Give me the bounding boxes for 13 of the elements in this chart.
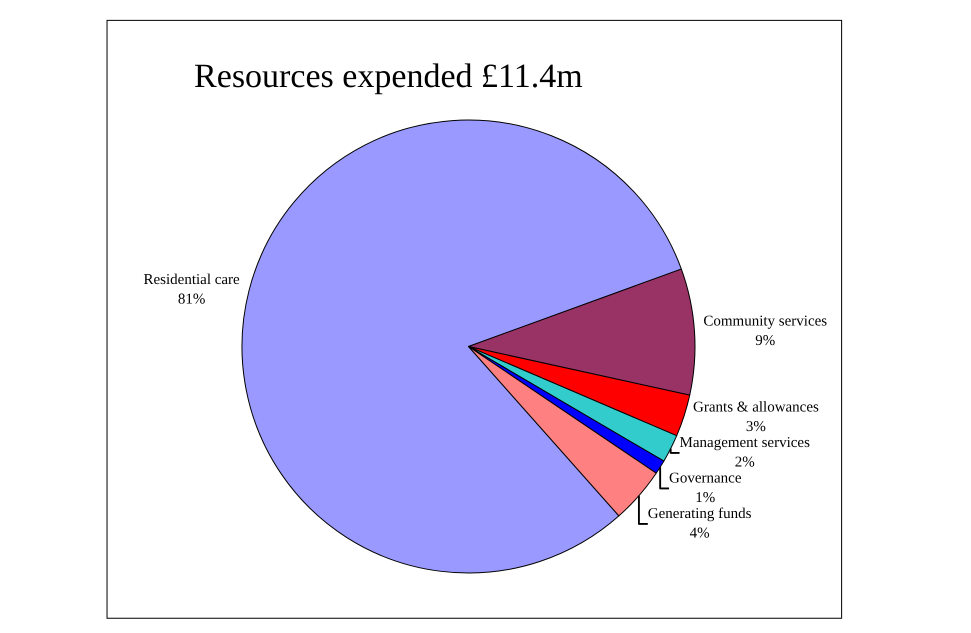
data-label: 3% bbox=[746, 419, 766, 436]
chart-title: Resources expended £11.4m bbox=[194, 58, 583, 96]
slice-label: Community services bbox=[703, 314, 828, 330]
data-label: 81% bbox=[178, 292, 206, 308]
slice-label: Residential care bbox=[144, 272, 240, 288]
data-label: 4% bbox=[690, 526, 710, 542]
slice-label: Generating funds bbox=[648, 506, 752, 522]
data-label: 1% bbox=[695, 490, 716, 506]
data-label: 9% bbox=[755, 333, 776, 350]
slice-label: Governance bbox=[669, 470, 742, 487]
slice-label: Grants & allowances bbox=[693, 400, 819, 416]
slice-label: Management services bbox=[680, 435, 810, 452]
data-label: 2% bbox=[734, 454, 755, 471]
